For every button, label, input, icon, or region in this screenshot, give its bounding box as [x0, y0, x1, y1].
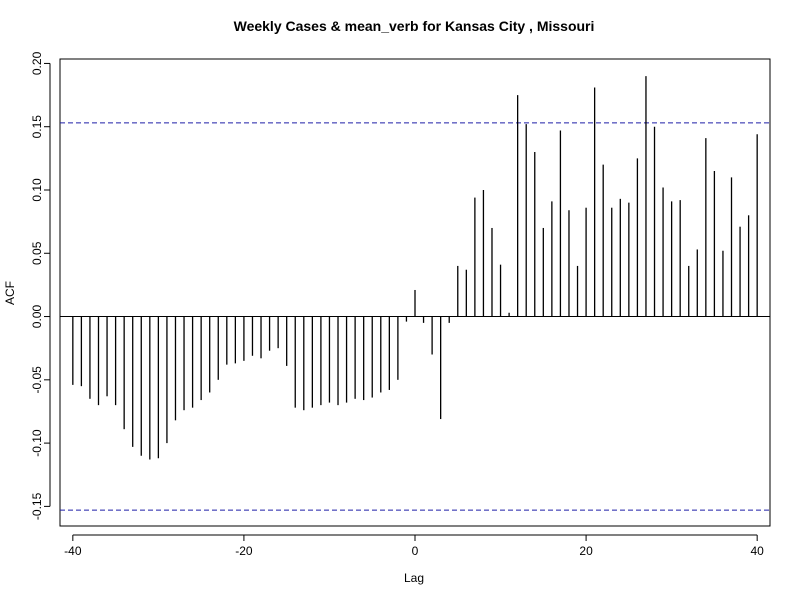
y-axis-label: ACF — [3, 281, 17, 305]
x-tick-label: 40 — [750, 544, 764, 558]
confidence-bounds — [60, 122, 770, 511]
y-tick-label: -0.05 — [30, 366, 44, 394]
x-axis-label: Lag — [404, 571, 424, 585]
chart-title: Weekly Cases & mean_verb for Kansas City… — [234, 18, 595, 34]
x-tick-label: -20 — [235, 544, 253, 558]
y-tick-label: 0.05 — [30, 241, 44, 265]
plot-frame — [59, 58, 771, 527]
y-tick-label: 0.10 — [30, 178, 44, 202]
acf-bars — [72, 76, 758, 460]
y-tick-label: -0.10 — [30, 429, 44, 457]
x-tick-label: 20 — [579, 544, 593, 558]
y-tick-label: -0.15 — [30, 492, 44, 520]
y-tick-label: 0.20 — [30, 51, 44, 75]
x-tick-label: 0 — [412, 544, 419, 558]
y-axis: -0.15 -0.10 -0.05 0.00 0.05 0.10 0.15 0.20 — [30, 51, 51, 520]
x-axis: -40 -20 0 20 40 — [64, 534, 764, 558]
y-tick-label: 0.00 — [30, 305, 44, 329]
y-tick-label: 0.15 — [30, 115, 44, 139]
x-tick-label: -40 — [64, 544, 82, 558]
